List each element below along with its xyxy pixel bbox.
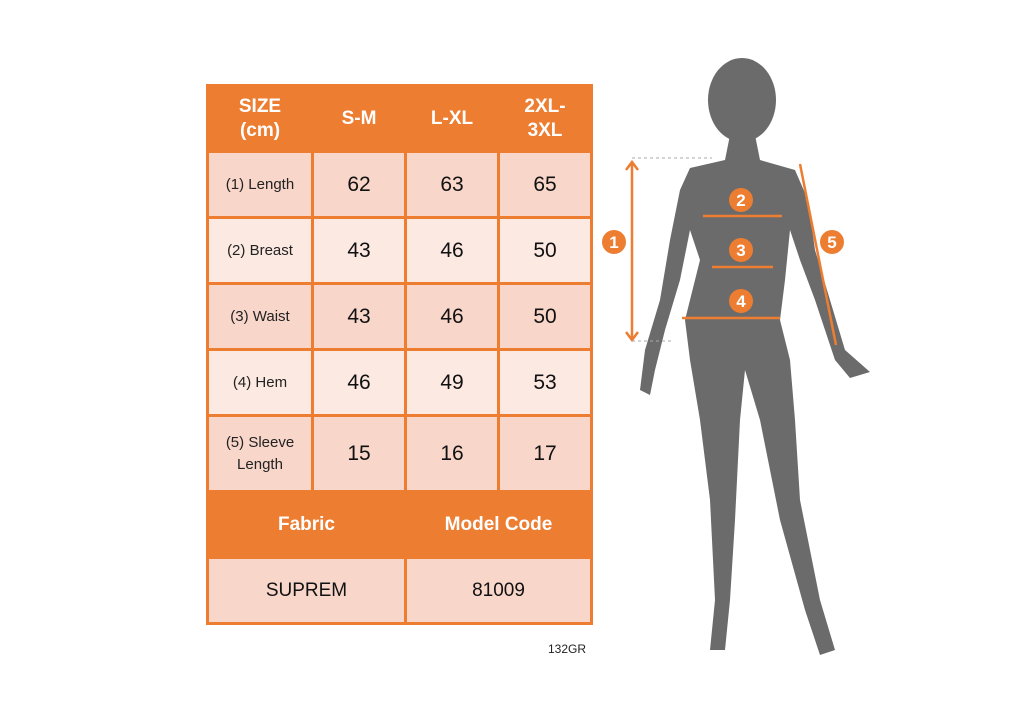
cell: 17 [497, 414, 593, 493]
marker-5: 5 [827, 233, 836, 252]
marker-3: 3 [736, 241, 745, 260]
cell: 43 [311, 282, 407, 351]
row-label: (3) Waist [206, 282, 314, 351]
fabric-value: SUPREM [206, 556, 407, 625]
cell: 46 [404, 282, 500, 351]
model-code-value: 81009 [404, 556, 593, 625]
table-row: (1) Length 62 63 65 [206, 150, 593, 219]
cell: 50 [497, 216, 593, 285]
header-fabric: Fabric [206, 490, 407, 559]
header-s-m: S-M [311, 84, 407, 153]
cell: 63 [404, 150, 500, 219]
marker-4: 4 [736, 292, 746, 311]
marker-1: 1 [609, 233, 618, 252]
footer-row: SUPREM 81009 [206, 556, 593, 625]
header-size: SIZE (cm) [238, 95, 282, 141]
cell: 16 [404, 414, 500, 493]
table-row: (4) Hem 46 49 53 [206, 348, 593, 417]
row-label: (5) Sleeve Length [206, 414, 314, 493]
table-row: (5) Sleeve Length 15 16 17 [206, 414, 593, 493]
silhouette [640, 58, 870, 655]
cell: 65 [497, 150, 593, 219]
row-label: (2) Breast [206, 216, 314, 285]
cell: 49 [404, 348, 500, 417]
guide-lines [632, 157, 712, 342]
cell: 53 [497, 348, 593, 417]
header-size-cell: SIZE (cm) [206, 84, 314, 153]
row-label: (4) Hem [206, 348, 314, 417]
body-silhouette-figure: 1 2 3 4 5 [602, 58, 870, 655]
cell: 46 [404, 216, 500, 285]
cell: 62 [311, 150, 407, 219]
footer-header-row: Fabric Model Code [206, 490, 593, 559]
product-code: 132GR [548, 642, 587, 656]
cell: 50 [497, 282, 593, 351]
cell: 15 [311, 414, 407, 493]
row-label: (1) Length [206, 150, 314, 219]
table-row: (2) Breast 43 46 50 [206, 216, 593, 285]
header-l-xl: L-XL [404, 84, 500, 153]
table-row: (3) Waist 43 46 50 [206, 282, 593, 351]
cell: 46 [311, 348, 407, 417]
header-row: SIZE (cm) S-M L-XL 2XL-3XL [206, 84, 593, 153]
marker-2: 2 [736, 191, 745, 210]
measurement-lines [625, 159, 838, 346]
header-model-code: Model Code [404, 490, 593, 559]
header-2xl-3xl: 2XL-3XL [524, 95, 566, 141]
size-chart-table: SIZE (cm) S-M L-XL 2XL-3XL (1) Length 62… [206, 84, 593, 625]
cell: 43 [311, 216, 407, 285]
header-2xl-3xl-cell: 2XL-3XL [497, 84, 593, 153]
measurement-markers [602, 188, 844, 313]
